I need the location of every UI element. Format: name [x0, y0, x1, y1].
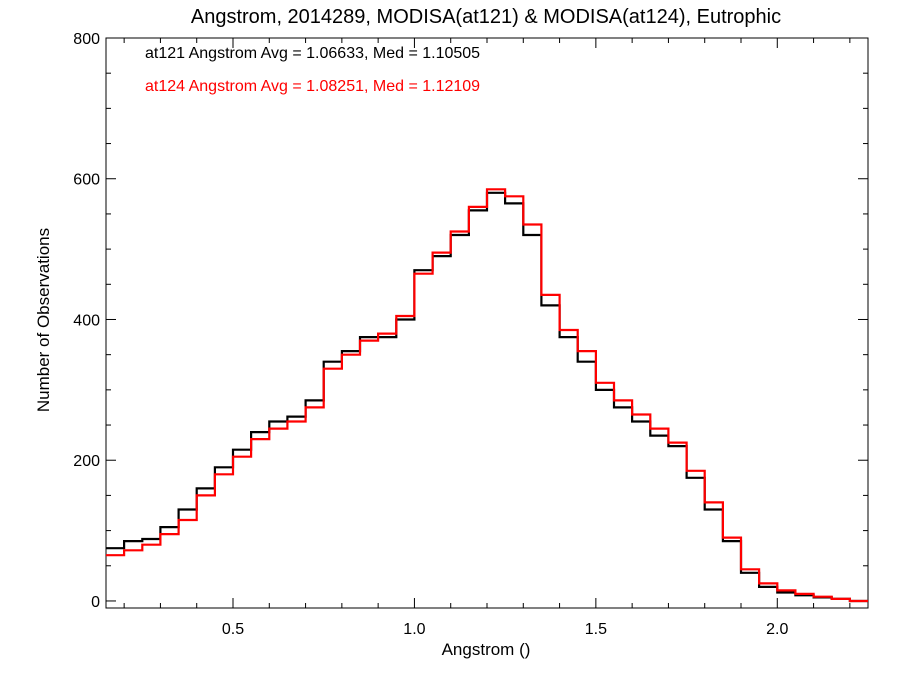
x-axis-label: Angstrom ()	[442, 640, 531, 659]
series-line-at124	[106, 188, 868, 603]
y-tick-label: 600	[73, 172, 100, 189]
annotation-at124-stats: at124 Angstrom Avg = 1.08251, Med = 1.12…	[145, 78, 480, 95]
x-tick-label: 0.5	[222, 621, 244, 638]
x-axis: 0.5 1.0 1.5 2.0	[123, 38, 851, 638]
x-tick-label: 1.5	[585, 621, 607, 638]
y-tick-label: 400	[73, 312, 100, 329]
plot-area	[105, 37, 869, 609]
y-tick-label: 800	[73, 31, 100, 48]
y-tick-label: 200	[73, 453, 100, 470]
x-tick-label: 2.0	[766, 621, 788, 638]
y-axis: 0 200 400 600 800	[73, 31, 868, 611]
y-tick-label: 0	[91, 594, 100, 611]
y-axis-label: Number of Observations	[34, 228, 53, 412]
x-tick-label: 1.0	[403, 621, 425, 638]
annotation-at121-stats: at121 Angstrom Avg = 1.06633, Med = 1.10…	[145, 45, 480, 62]
series-line-at121	[106, 191, 868, 603]
chart-title: Angstrom, 2014289, MODISA(at121) & MODIS…	[191, 6, 781, 28]
series-group	[106, 188, 868, 603]
